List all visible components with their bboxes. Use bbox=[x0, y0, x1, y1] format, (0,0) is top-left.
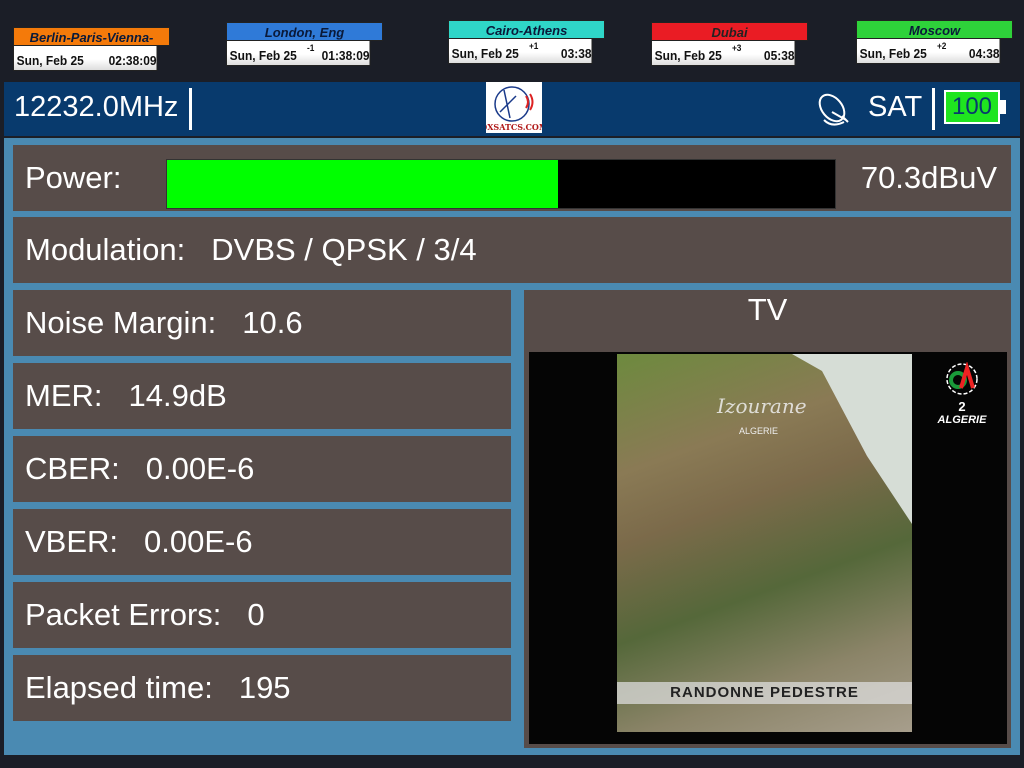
clock-time-box: Sun, Feb 25 02:38:09 bbox=[13, 46, 158, 71]
modulation-label: Modulation: bbox=[25, 232, 186, 267]
metric-row: MER: 14.9dB bbox=[13, 363, 511, 429]
modulation-value: DVBS / QPSK / 3/4 bbox=[211, 232, 477, 267]
clock-2: Cairo-Athens Sun, Feb 25 +1 03:38 bbox=[448, 20, 605, 66]
video-caption: RANDONNE PEDESTRE bbox=[617, 682, 912, 704]
tv-preview-panel: TV Izourane ALGERIE RANDONNE PEDESTRE 2 … bbox=[524, 290, 1011, 748]
channel-name: ALGERIE bbox=[937, 414, 987, 426]
overlay-title: Izourane bbox=[717, 394, 807, 418]
power-level-fill bbox=[167, 160, 559, 208]
overlay-subtitle: ALGERIE bbox=[739, 426, 779, 436]
divider bbox=[189, 88, 192, 130]
clock-city: Cairo-Athens bbox=[448, 20, 605, 39]
clock-time-box: Sun, Feb 25 +2 04:38 bbox=[856, 39, 1001, 64]
clock-offset: +3 bbox=[731, 43, 742, 53]
battery-indicator: 100 bbox=[944, 90, 1000, 124]
clock-city: London, Eng bbox=[226, 22, 383, 41]
channel-logo: 2 ALGERIE bbox=[937, 361, 987, 426]
clock-offset: +2 bbox=[936, 41, 947, 51]
metric-label: Elapsed time: bbox=[25, 670, 213, 705]
clock-time-box: Sun, Feb 25 -1 01:38:09 bbox=[226, 41, 371, 66]
clock-date: Sun, Feb 25 bbox=[451, 46, 519, 61]
channel-number: 2 bbox=[958, 399, 966, 414]
svg-text:DXSATCS.COM: DXSATCS.COM bbox=[486, 122, 542, 132]
metric-label: MER: bbox=[25, 378, 103, 413]
metric-row: VBER: 0.00E-6 bbox=[13, 509, 511, 575]
clock-3: Dubai Sun, Feb 25 +3 05:38 bbox=[651, 22, 808, 68]
metric-label: Packet Errors: bbox=[25, 597, 222, 632]
metric-row: Noise Margin: 10.6 bbox=[13, 290, 511, 356]
clock-offset: +1 bbox=[528, 41, 539, 51]
power-row: Power: 70.3dBuV bbox=[13, 145, 1011, 211]
metric-value: 0.00E-6 bbox=[144, 524, 253, 559]
signal-mode: SAT bbox=[868, 91, 923, 123]
battery-icon bbox=[1000, 100, 1006, 114]
status-header: 12232.0MHz DXSATCS.COM SAT 100 bbox=[4, 82, 1020, 136]
clock-city: Berlin-Paris-Vienna-Roma bbox=[13, 27, 170, 64]
power-label: Power: bbox=[25, 160, 122, 195]
metric-label: VBER: bbox=[25, 524, 119, 559]
divider bbox=[932, 88, 935, 130]
clock-date: Sun, Feb 25 bbox=[229, 48, 297, 63]
clock-time: 01:38:09 bbox=[321, 48, 370, 63]
metric-value: 195 bbox=[238, 670, 291, 705]
clock-offset: -1 bbox=[306, 43, 315, 53]
clock-city: Dubai bbox=[651, 22, 808, 41]
power-value: 70.3dBuV bbox=[860, 160, 997, 195]
clock-1: London, Eng Sun, Feb 25 -1 01:38:09 bbox=[226, 22, 383, 68]
metric-value: 14.9dB bbox=[128, 378, 227, 413]
clock-time-box: Sun, Feb 25 +1 03:38 bbox=[448, 39, 593, 64]
clock-time-box: Sun, Feb 25 +3 05:38 bbox=[651, 41, 796, 66]
metric-value: 0 bbox=[247, 597, 265, 632]
metric-label: CBER: bbox=[25, 451, 120, 486]
video-sky bbox=[792, 354, 912, 524]
clock-4: Moscow Sun, Feb 25 +2 04:38 bbox=[856, 20, 1013, 66]
power-level-bar bbox=[166, 159, 836, 209]
clock-city: Moscow bbox=[856, 20, 1013, 39]
clock-0: Berlin-Paris-Vienna-RomaSun, Feb 25 02:38… bbox=[13, 27, 170, 73]
metric-row: CBER: 0.00E-6 bbox=[13, 436, 511, 502]
clock-date: Sun, Feb 25 bbox=[654, 48, 722, 63]
metric-value: 0.00E-6 bbox=[145, 451, 255, 486]
tv-title: TV bbox=[747, 292, 788, 327]
satellite-dish-icon bbox=[814, 90, 856, 135]
clock-time: 05:38 bbox=[763, 48, 795, 63]
metric-label: Noise Margin: bbox=[25, 305, 217, 340]
modulation-row: Modulation: DVBS / QPSK / 3/4 bbox=[13, 217, 1011, 283]
measurement-panel: Power: 70.3dBuV Modulation: DVBS / QPSK / … bbox=[4, 138, 1020, 755]
frequency-readout: 12232.0MHz bbox=[14, 91, 179, 123]
video-preview[interactable]: Izourane ALGERIE RANDONNE PEDESTRE 2 ALG… bbox=[529, 352, 1007, 744]
clock-time: 02:38:09 bbox=[108, 53, 157, 68]
clock-date: Sun, Feb 25 bbox=[16, 53, 84, 68]
metric-row: Elapsed time: 195 bbox=[13, 655, 511, 721]
clock-date: Sun, Feb 25 bbox=[859, 46, 927, 61]
clock-time: 03:38 bbox=[560, 46, 592, 61]
clock-time: 04:38 bbox=[968, 46, 1000, 61]
metric-value: 10.6 bbox=[242, 305, 303, 340]
dxsatcs-logo: DXSATCS.COM bbox=[480, 82, 548, 133]
metric-row: Packet Errors: 0 bbox=[13, 582, 511, 648]
video-frame: Izourane ALGERIE RANDONNE PEDESTRE bbox=[617, 354, 912, 732]
